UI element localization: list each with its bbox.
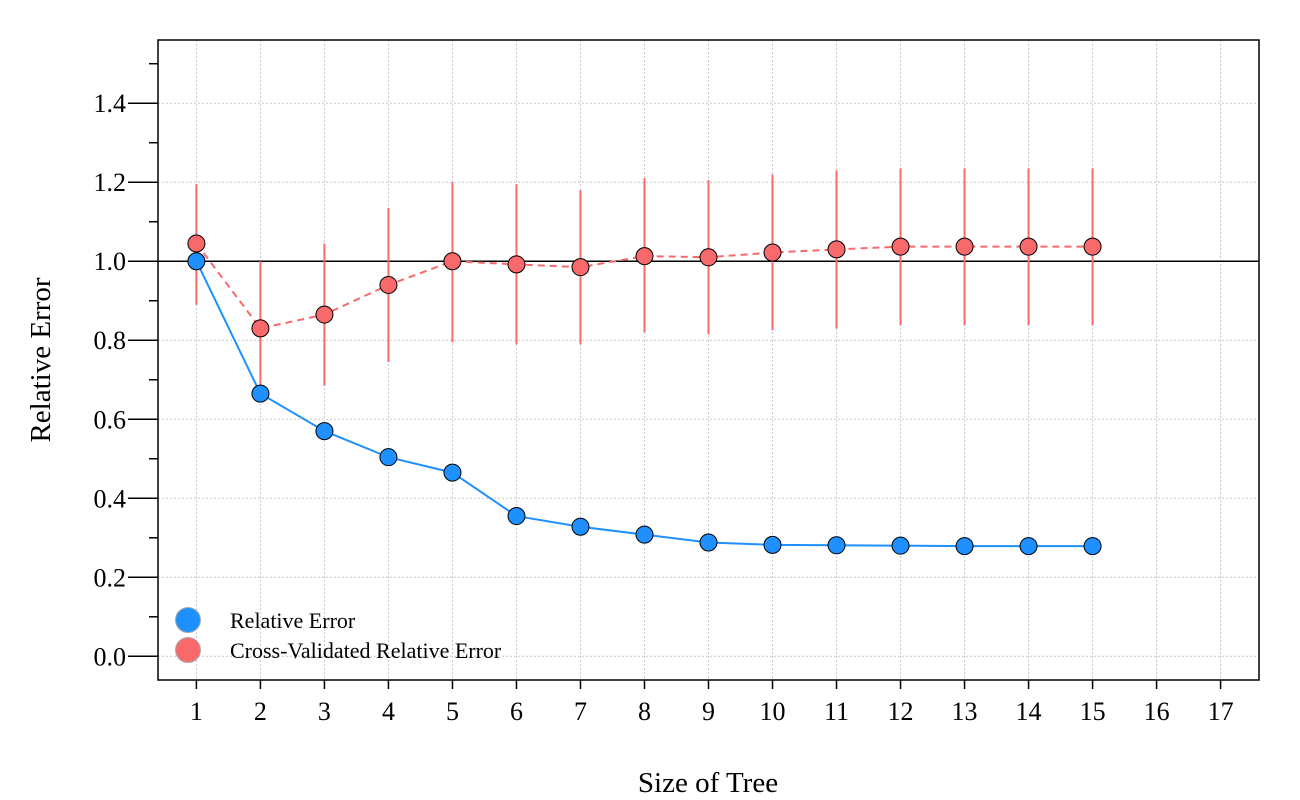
- data-point: [1019, 537, 1038, 556]
- data-point: [443, 463, 462, 482]
- x-tick-label: 3: [318, 697, 331, 726]
- x-tick-label: 1: [190, 697, 203, 726]
- data-point: [891, 237, 910, 256]
- data-point: [827, 240, 846, 259]
- data-point: [699, 533, 718, 552]
- data-point: [187, 234, 206, 253]
- data-point: [251, 384, 270, 403]
- x-tick-label: 8: [638, 697, 651, 726]
- data-point: [379, 275, 398, 294]
- x-tick-label: 6: [510, 697, 523, 726]
- series-line: [195, 242, 1093, 330]
- x-tick-label: 16: [1144, 697, 1170, 726]
- x-tick-label: 7: [574, 697, 587, 726]
- y-tick-label: 0.6: [94, 405, 127, 434]
- legend-label: Cross-Validated Relative Error: [230, 638, 502, 663]
- y-tick-label: 1.4: [94, 89, 127, 118]
- data-point: [507, 507, 526, 526]
- x-axis-title: Size of Tree: [638, 767, 778, 799]
- data-point: [955, 537, 974, 556]
- y-tick-label: 0.0: [94, 642, 127, 671]
- x-tick-label: 12: [888, 697, 914, 726]
- data-point: [699, 248, 718, 267]
- legend-label: Relative Error: [230, 608, 356, 633]
- data-point: [571, 258, 590, 277]
- data-point: [827, 536, 846, 555]
- legend-marker: [175, 607, 201, 633]
- y-tick-label: 0.2: [94, 563, 127, 592]
- data-point: [1083, 537, 1102, 556]
- y-axis-title: Relative Error: [25, 277, 57, 442]
- data-point: [891, 536, 910, 555]
- grid: [158, 40, 1259, 680]
- x-tick-label: 4: [382, 697, 395, 726]
- legend: Relative Error Cross-Validated Relative E…: [175, 607, 502, 663]
- data-point: [187, 252, 206, 271]
- series: [187, 234, 1102, 556]
- data-point: [1019, 237, 1038, 256]
- y-tick-label: 1.0: [94, 247, 127, 276]
- x-tick-label: 9: [702, 697, 715, 726]
- data-point: [635, 247, 654, 266]
- axes: 1 2 3 4 5 6 7 8 9 10 11 12 13 14 15 16 170.00.20.40.60.8…: [94, 62, 1234, 726]
- y-tick-label: 1.2: [94, 168, 127, 197]
- x-tick-label: 5: [446, 697, 459, 726]
- data-point: [763, 535, 782, 554]
- data-point: [1083, 237, 1102, 256]
- data-point: [315, 305, 334, 324]
- y-tick-label: 0.8: [94, 326, 127, 355]
- y-tick-label: 0.4: [94, 484, 127, 513]
- data-point: [379, 448, 398, 467]
- data-point: [443, 252, 462, 271]
- x-tick-label: 14: [1016, 697, 1042, 726]
- x-tick-label: 17: [1208, 697, 1234, 726]
- data-point: [635, 525, 654, 544]
- x-tick-label: 2: [254, 697, 267, 726]
- data-point: [763, 243, 782, 262]
- x-tick-label: 11: [824, 697, 849, 726]
- data-point: [571, 517, 590, 536]
- data-point: [955, 237, 974, 256]
- data-point: [507, 255, 526, 274]
- x-tick-label: 10: [760, 697, 786, 726]
- x-tick-label: 13: [952, 697, 978, 726]
- x-tick-label: 15: [1080, 697, 1106, 726]
- legend-marker: [175, 637, 201, 663]
- data-point: [251, 319, 270, 338]
- data-point: [315, 422, 334, 441]
